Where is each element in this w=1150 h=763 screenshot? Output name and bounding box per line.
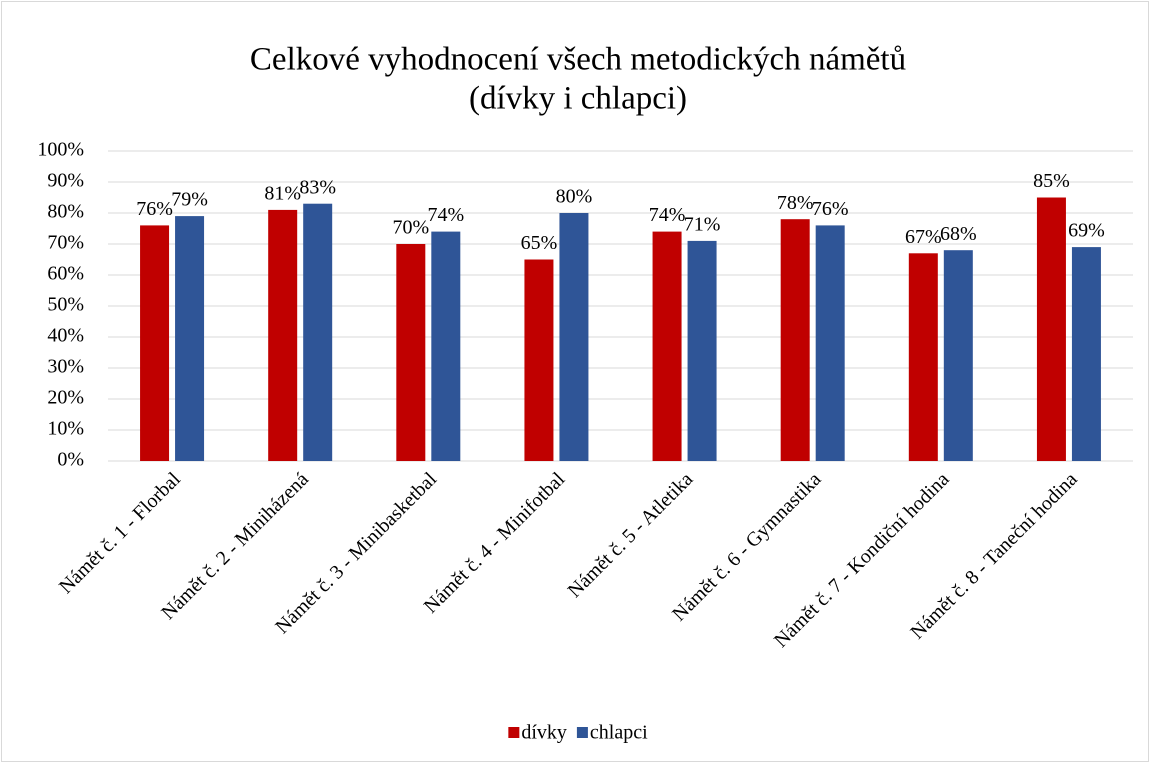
bar <box>687 240 717 461</box>
y-tick-label: 30% <box>47 356 84 378</box>
bar <box>524 259 554 461</box>
bar <box>175 216 205 461</box>
bar <box>140 225 170 461</box>
data-label: 65% <box>521 232 558 254</box>
y-tick-label: 60% <box>47 263 84 285</box>
bar <box>943 250 973 461</box>
data-label: 83% <box>299 176 336 198</box>
legend-swatch <box>576 727 588 738</box>
data-label: 71% <box>684 213 721 235</box>
data-label: 79% <box>171 189 208 211</box>
y-tick-label: 80% <box>47 201 84 223</box>
y-tick-label: 0% <box>57 449 84 471</box>
bar <box>908 253 938 461</box>
y-tick-label: 40% <box>47 325 84 347</box>
chart-title: Celkové vyhodnocení všech metodických ná… <box>250 42 906 78</box>
data-label: 74% <box>649 204 686 226</box>
data-label: 68% <box>940 223 977 245</box>
y-tick-label: 90% <box>47 170 84 192</box>
data-label: 80% <box>556 186 593 208</box>
data-label: 78% <box>777 192 814 214</box>
bar <box>396 244 426 461</box>
bar <box>268 209 298 461</box>
bar <box>431 231 461 461</box>
data-label: 76% <box>812 198 849 220</box>
chart-subtitle: (dívky i chlapci) <box>469 81 687 117</box>
y-tick-label: 70% <box>47 232 84 254</box>
data-label: 76% <box>136 198 173 220</box>
bar <box>559 213 589 461</box>
y-tick-label: 50% <box>47 294 84 316</box>
data-label: 69% <box>1068 220 1105 242</box>
bar <box>1071 247 1101 461</box>
legend-label: dívky <box>521 722 567 744</box>
data-label: 67% <box>905 226 942 248</box>
y-tick-label: 10% <box>47 418 84 440</box>
legend-label: chlapci <box>590 722 648 744</box>
bar <box>780 219 810 461</box>
data-label: 81% <box>264 182 301 204</box>
bar <box>303 203 333 461</box>
bar <box>652 231 682 461</box>
y-tick-label: 100% <box>37 139 84 161</box>
bar <box>1036 197 1066 461</box>
legend-swatch <box>508 727 520 738</box>
data-label: 74% <box>427 204 464 226</box>
bar <box>815 225 845 461</box>
data-label: 85% <box>1033 170 1070 192</box>
y-tick-label: 20% <box>47 387 84 409</box>
data-label: 70% <box>392 217 429 239</box>
